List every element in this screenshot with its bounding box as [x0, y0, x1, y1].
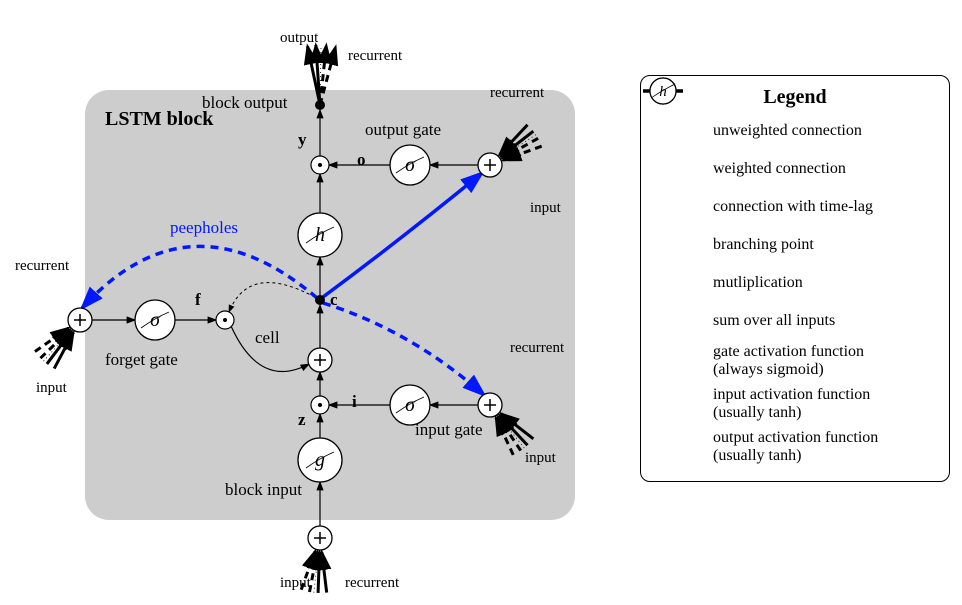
node-input_sum: [478, 393, 502, 417]
node-input_sigma: σ: [390, 385, 430, 425]
f-label: f: [195, 290, 201, 310]
input-arrow: [322, 552, 327, 593]
node-c_sum: [308, 348, 332, 372]
legend-icon-h: h: [655, 431, 703, 463]
legend-row-8: h output activation function(usually tanh…: [655, 429, 935, 466]
svg-text:h: h: [315, 224, 325, 246]
legend-row-3: branching point: [655, 229, 935, 261]
legend-text: branching point: [713, 236, 814, 254]
legend-text: weighted connection: [713, 160, 846, 178]
legend-row-7: g input activation function(usually tanh): [655, 386, 935, 423]
node-c_branch: [315, 295, 325, 305]
block-input-label: block input: [225, 480, 302, 500]
node-forget_sigma: σ: [135, 300, 175, 340]
node-y_mult: [311, 156, 329, 174]
legend-row-1: weighted connection: [655, 153, 935, 185]
node-output_sum: [478, 153, 502, 177]
svg-text:σ: σ: [405, 394, 416, 416]
input-gate-label: input gate: [415, 420, 483, 440]
legend-text: output activation function(usually tanh): [713, 429, 878, 466]
legend-text: unweighted connection: [713, 122, 862, 140]
node-z_mult: [311, 396, 329, 414]
block-recurrent-label: recurrent: [345, 575, 399, 592]
legend-icon-sum: [655, 305, 703, 337]
block-output-label: block output: [202, 93, 287, 113]
diagram-container: ghσσσ Legendunweighted connectionweighte…: [0, 0, 962, 605]
y-output-label: output: [280, 30, 318, 47]
legend-icon-g: g: [655, 388, 703, 420]
y-label: y: [298, 130, 307, 150]
svg-text:σ: σ: [405, 154, 416, 176]
legend-text: sum over all inputs: [713, 312, 835, 330]
legend-row-5: sum over all inputs: [655, 305, 935, 337]
node-h_node: h: [298, 213, 342, 257]
legend-icon-line-dash: [655, 191, 703, 223]
legend-row-0: unweighted connection: [655, 115, 935, 147]
legend-text: connection with time-lag: [713, 198, 873, 216]
input-input-label: input: [525, 450, 556, 467]
legend-row-2: connection with time-lag: [655, 191, 935, 223]
forget-gate-label: forget gate: [105, 350, 178, 370]
svg-text:g: g: [315, 449, 325, 471]
i-label: i: [352, 392, 357, 412]
cell-label: cell: [255, 328, 280, 348]
node-y_branch: [315, 100, 325, 110]
node-f_mult: [216, 311, 234, 329]
forget-input-label: input: [36, 380, 67, 397]
block-title-label: LSTM block: [105, 108, 213, 131]
output-input-label: input: [530, 200, 561, 217]
svg-text:σ: σ: [150, 309, 161, 331]
legend-row-6: σ gate activation function(always sigmoid…: [655, 343, 935, 380]
legend-icon-sigma: σ: [655, 345, 703, 377]
y-recurrent-label: recurrent: [348, 48, 402, 65]
node-forget_sum: [68, 308, 92, 332]
input-arrow: [318, 552, 319, 593]
input-recurrent-label: recurrent: [510, 340, 564, 357]
node-g_node: g: [298, 438, 342, 482]
c-label: c: [330, 290, 338, 310]
legend-row-4: mutliplication: [655, 267, 935, 299]
legend-text: gate activation function(always sigmoid): [713, 343, 864, 380]
legend-icon-mult: [655, 267, 703, 299]
block-input-label-ext: input: [280, 575, 311, 592]
output-recurrent-label: recurrent: [490, 85, 544, 102]
z-label: z: [298, 410, 306, 430]
legend-title: Legend: [655, 86, 935, 109]
legend-icon-line-thick: [655, 153, 703, 185]
forget-recurrent-label: recurrent: [15, 258, 69, 275]
legend-text: input activation function(usually tanh): [713, 386, 870, 423]
node-block_input_sum: [308, 526, 332, 550]
legend-box: Legend unweighted connection weighted conn…: [640, 75, 950, 482]
o-label: o: [357, 150, 366, 170]
legend-icon-branch: [655, 229, 703, 261]
node-output_sigma: σ: [390, 145, 430, 185]
peepholes-label: peepholes: [170, 218, 238, 238]
legend-text: mutliplication: [713, 274, 803, 292]
legend-icon-line-thin: [655, 115, 703, 147]
output-gate-label: output gate: [365, 120, 441, 140]
